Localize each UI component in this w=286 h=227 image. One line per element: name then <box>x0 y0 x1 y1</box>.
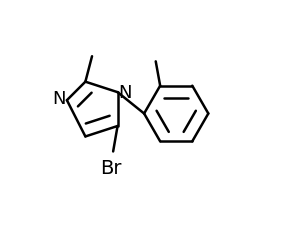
Text: N: N <box>119 84 132 102</box>
Text: N: N <box>52 90 66 108</box>
Text: Br: Br <box>100 159 122 178</box>
